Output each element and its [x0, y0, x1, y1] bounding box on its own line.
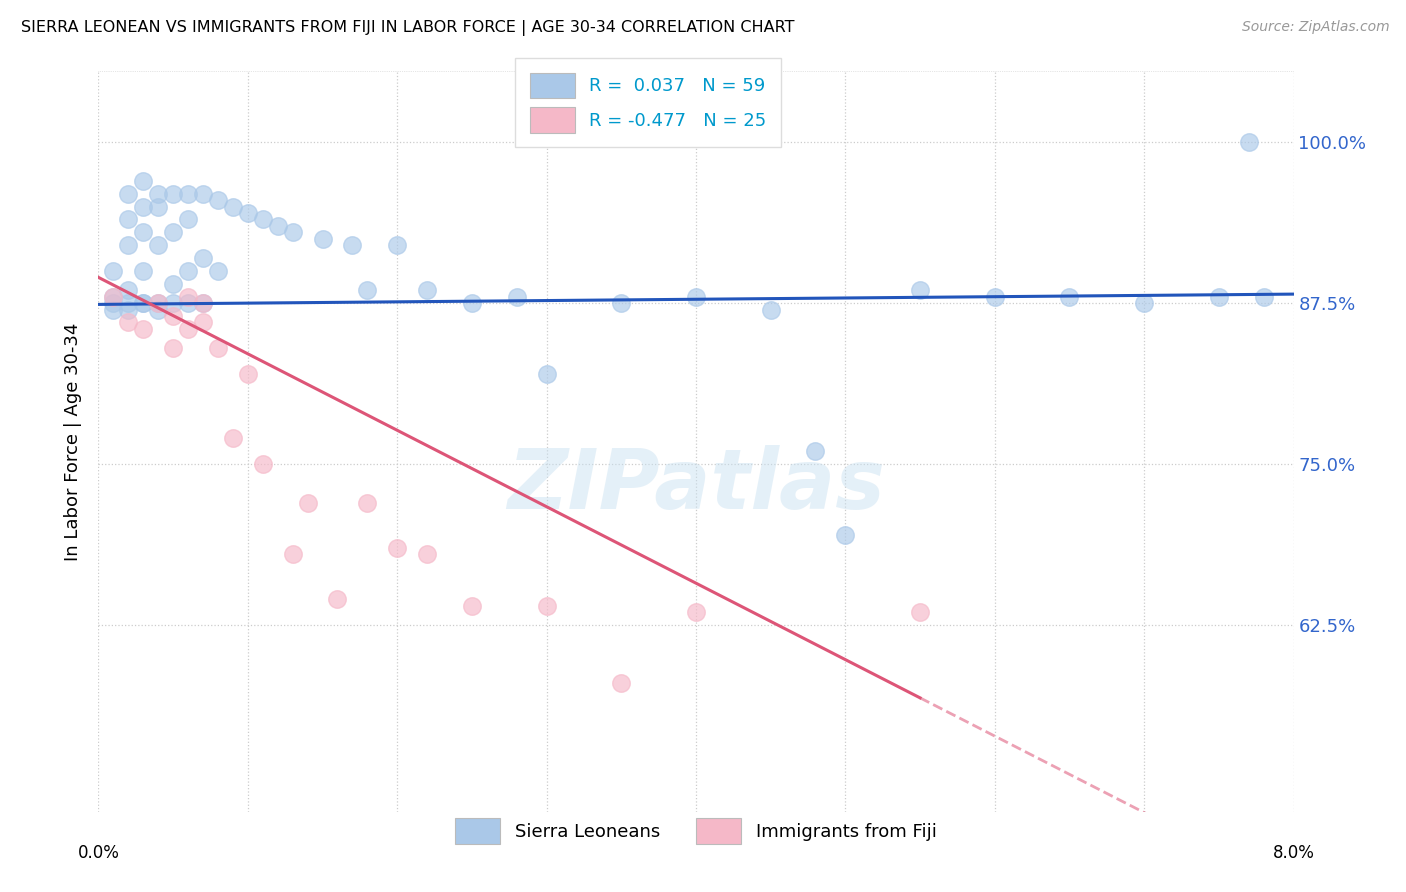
- Point: [385, 541, 409, 555]
- Point: [236, 367, 259, 381]
- Legend: Sierra Leoneans, Immigrants from Fiji: Sierra Leoneans, Immigrants from Fiji: [449, 811, 943, 851]
- Point: [117, 296, 139, 310]
- Point: [610, 296, 633, 310]
- Point: [804, 444, 827, 458]
- Text: ZIPatlas: ZIPatlas: [508, 445, 884, 526]
- Point: [536, 599, 558, 613]
- Point: [759, 302, 782, 317]
- Point: [132, 264, 155, 278]
- Point: [191, 186, 214, 201]
- Point: [148, 296, 170, 310]
- Point: [162, 186, 184, 201]
- Point: [103, 302, 125, 317]
- Point: [117, 283, 139, 297]
- Text: Source: ZipAtlas.com: Source: ZipAtlas.com: [1241, 20, 1389, 34]
- Point: [177, 296, 200, 310]
- Point: [1208, 290, 1230, 304]
- Point: [908, 283, 931, 297]
- Point: [177, 264, 200, 278]
- Point: [162, 341, 184, 355]
- Point: [103, 264, 125, 278]
- Point: [326, 592, 349, 607]
- Point: [207, 193, 229, 207]
- Point: [103, 290, 125, 304]
- Point: [207, 264, 229, 278]
- Point: [117, 186, 139, 201]
- Point: [416, 547, 439, 561]
- Point: [117, 212, 139, 227]
- Point: [148, 296, 170, 310]
- Text: 0.0%: 0.0%: [77, 844, 120, 862]
- Point: [177, 290, 200, 304]
- Text: SIERRA LEONEAN VS IMMIGRANTS FROM FIJI IN LABOR FORCE | AGE 30-34 CORRELATION CH: SIERRA LEONEAN VS IMMIGRANTS FROM FIJI I…: [21, 20, 794, 36]
- Point: [685, 605, 707, 619]
- Point: [191, 296, 214, 310]
- Point: [103, 296, 125, 310]
- Point: [222, 431, 245, 445]
- Point: [177, 186, 200, 201]
- Point: [506, 290, 529, 304]
- Point: [132, 322, 155, 336]
- Point: [252, 212, 274, 227]
- Point: [117, 302, 139, 317]
- Point: [132, 200, 155, 214]
- Point: [685, 290, 707, 304]
- Point: [191, 315, 214, 329]
- Point: [117, 238, 139, 252]
- Point: [148, 238, 170, 252]
- Point: [162, 225, 184, 239]
- Point: [207, 341, 229, 355]
- Point: [342, 238, 364, 252]
- Point: [177, 212, 200, 227]
- Point: [610, 676, 633, 690]
- Point: [148, 200, 170, 214]
- Point: [252, 457, 274, 471]
- Point: [162, 296, 184, 310]
- Point: [908, 605, 931, 619]
- Point: [162, 309, 184, 323]
- Point: [1253, 290, 1275, 304]
- Y-axis label: In Labor Force | Age 30-34: In Labor Force | Age 30-34: [65, 322, 83, 561]
- Point: [356, 496, 378, 510]
- Point: [117, 315, 139, 329]
- Point: [536, 367, 558, 381]
- Point: [132, 296, 155, 310]
- Point: [385, 238, 409, 252]
- Point: [132, 225, 155, 239]
- Point: [267, 219, 290, 233]
- Point: [834, 528, 856, 542]
- Point: [148, 302, 170, 317]
- Point: [1059, 290, 1081, 304]
- Point: [132, 296, 155, 310]
- Point: [148, 186, 170, 201]
- Point: [132, 174, 155, 188]
- Point: [281, 225, 304, 239]
- Point: [461, 599, 484, 613]
- Point: [416, 283, 439, 297]
- Point: [191, 251, 214, 265]
- Point: [297, 496, 319, 510]
- Point: [1237, 135, 1260, 149]
- Point: [177, 322, 200, 336]
- Point: [984, 290, 1007, 304]
- Point: [236, 206, 259, 220]
- Point: [103, 290, 125, 304]
- Point: [191, 296, 214, 310]
- Point: [222, 200, 245, 214]
- Point: [281, 547, 304, 561]
- Point: [1133, 296, 1156, 310]
- Point: [162, 277, 184, 291]
- Point: [461, 296, 484, 310]
- Text: 8.0%: 8.0%: [1272, 844, 1315, 862]
- Point: [311, 232, 333, 246]
- Point: [356, 283, 378, 297]
